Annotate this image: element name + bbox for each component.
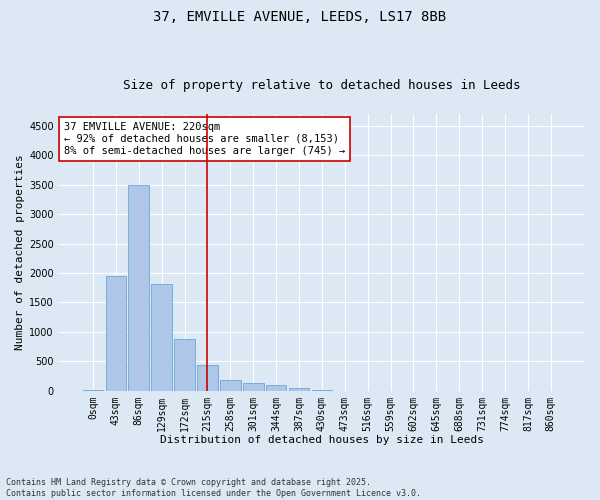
Bar xyxy=(106,276,126,390)
Bar xyxy=(151,284,172,391)
X-axis label: Distribution of detached houses by size in Leeds: Distribution of detached houses by size … xyxy=(160,435,484,445)
Bar xyxy=(220,380,241,390)
Bar xyxy=(243,383,263,390)
Y-axis label: Number of detached properties: Number of detached properties xyxy=(15,154,25,350)
Text: 37, EMVILLE AVENUE, LEEDS, LS17 8BB: 37, EMVILLE AVENUE, LEEDS, LS17 8BB xyxy=(154,10,446,24)
Bar xyxy=(128,184,149,390)
Text: 37 EMVILLE AVENUE: 220sqm
← 92% of detached houses are smaller (8,153)
8% of sem: 37 EMVILLE AVENUE: 220sqm ← 92% of detac… xyxy=(64,122,345,156)
Title: Size of property relative to detached houses in Leeds: Size of property relative to detached ho… xyxy=(123,79,521,92)
Text: Contains HM Land Registry data © Crown copyright and database right 2025.
Contai: Contains HM Land Registry data © Crown c… xyxy=(6,478,421,498)
Bar xyxy=(289,388,309,390)
Bar xyxy=(266,386,286,390)
Bar xyxy=(197,366,218,390)
Bar xyxy=(174,340,195,390)
